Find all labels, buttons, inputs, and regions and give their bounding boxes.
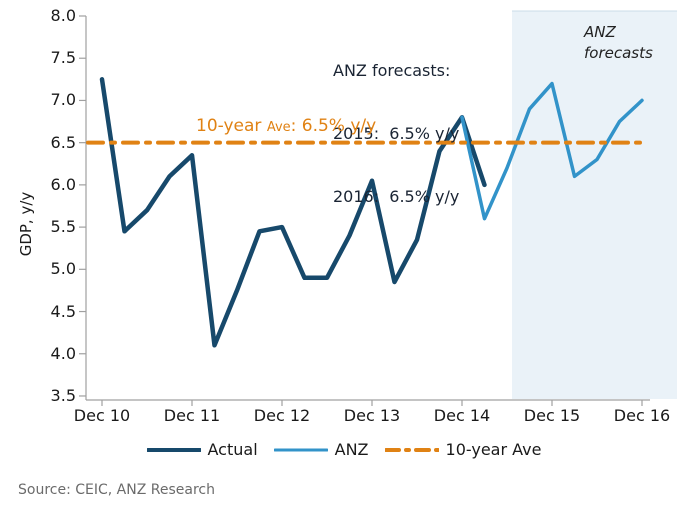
ten-year-ave-swatch xyxy=(384,447,439,452)
ten-year-ave-annotation: 10-year Ave: 6.5% y/y xyxy=(196,116,376,136)
forecast-shaded-region xyxy=(512,11,677,399)
forecast-region-label-line2: forecasts xyxy=(584,44,653,62)
ave-annotation-part3: : 6.5% y/y xyxy=(290,116,377,136)
legend-label-actual: Actual xyxy=(207,440,258,459)
y-tick-label: 6.0 xyxy=(50,174,76,194)
legend-item-anz: ANZ xyxy=(273,440,369,459)
chart-legend: Actual ANZ 10-year Ave xyxy=(0,440,688,459)
anz-forecast-annotation-line2: 2015: 6.5% y/y xyxy=(333,124,460,143)
x-tick-label: Dec 13 xyxy=(343,406,401,425)
y-tick-label: 4.5 xyxy=(50,301,76,321)
forecast-region-label: ANZ forecasts xyxy=(584,22,653,64)
ave-annotation-part2: Ave xyxy=(266,120,291,135)
actual-line xyxy=(99,77,487,348)
y-tick-label: 6.5 xyxy=(50,132,76,152)
legend-item-actual: Actual xyxy=(146,440,258,459)
source-note: Source: CEIC, ANZ Research xyxy=(18,482,215,498)
x-tick-label: Dec 10 xyxy=(73,406,131,425)
y-axis-title: GDP, y/y xyxy=(17,191,35,257)
y-tick-label: 5.0 xyxy=(50,259,76,279)
x-tick-label: Dec 15 xyxy=(523,406,581,425)
anz-forecast-annotation: ANZ forecasts: 2015: 6.5% y/y 2016: 6.5%… xyxy=(333,18,459,249)
y-tick-label: 4.0 xyxy=(50,343,76,363)
x-tick-label: Dec 11 xyxy=(163,406,221,425)
y-tick-label: 7.0 xyxy=(50,90,76,110)
legend-label-ave: 10-year Ave xyxy=(445,440,542,459)
y-tick-label: 7.5 xyxy=(50,48,76,68)
legend-item-ave: 10-year Ave xyxy=(384,440,542,459)
actual-line-swatch xyxy=(146,447,201,452)
anz-forecast-annotation-line3: 2016: 6.5% y/y xyxy=(333,187,460,206)
legend-label-anz: ANZ xyxy=(334,440,369,459)
forecast-region-label-line1: ANZ xyxy=(584,23,616,41)
anz-line xyxy=(460,81,644,221)
x-tick-label: Dec 14 xyxy=(433,406,491,425)
anz-forecast-annotation-line1: ANZ forecasts: xyxy=(333,61,451,80)
anz-line-swatch xyxy=(273,448,328,451)
x-tick-label: Dec 12 xyxy=(253,406,311,425)
y-tick-label: 3.5 xyxy=(50,385,76,405)
y-tick-label: 5.5 xyxy=(50,217,76,237)
y-tick-label: 8.0 xyxy=(50,6,76,25)
ave-annotation-part1: 10-year xyxy=(196,116,267,136)
x-tick-label: Dec 16 xyxy=(613,406,671,425)
